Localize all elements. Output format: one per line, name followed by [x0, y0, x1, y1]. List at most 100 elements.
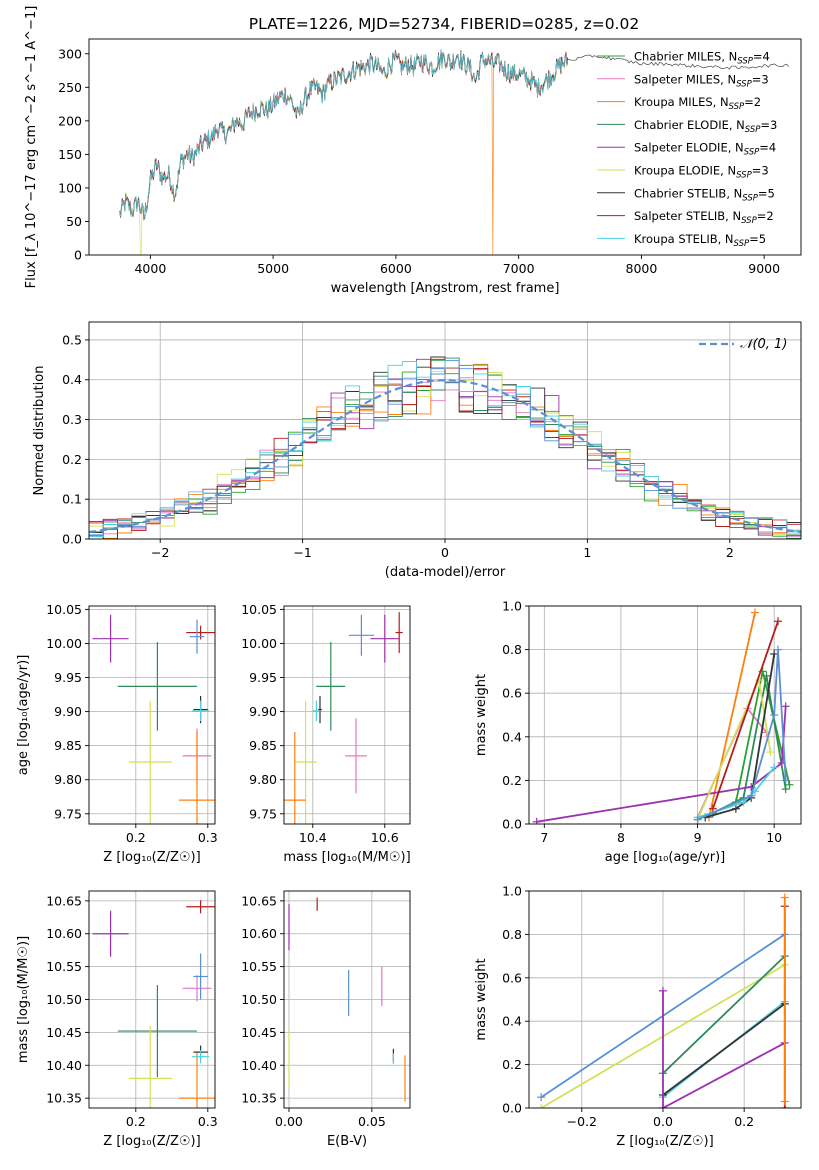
- x-tick-label: 0: [441, 545, 449, 560]
- legend-label: Chabrier STELIB, NSSP=5: [634, 186, 775, 203]
- y-tick-label: 10.50: [46, 992, 82, 1007]
- series-marker: [708, 804, 717, 813]
- legend-label: Salpeter STELIB, NSSP=2: [634, 209, 774, 226]
- series-marker: [658, 986, 667, 995]
- y-tick-label: 10.00: [241, 636, 277, 651]
- y-tick-label: 250: [58, 80, 82, 95]
- point-salpeter-elodie: [92, 614, 129, 663]
- legend-label: Salpeter ELODIE, NSSP=4: [634, 141, 776, 158]
- y-axis-label: mass [log₁₀(M/M☉)]: [16, 936, 31, 1063]
- x-tick-label: −0.2: [567, 1114, 597, 1129]
- point-normal: [348, 614, 374, 656]
- legend-label: Kroupa STELIB, NSSP=5: [634, 232, 766, 249]
- series-marker: [774, 645, 783, 654]
- point-salpeter-stelib: [186, 625, 215, 640]
- point-chabrier-elodie: [117, 642, 197, 731]
- y-tick-label: 0.2: [502, 773, 522, 788]
- chart-mass_vs_Z: 0.2 0.3 10.35 10.40 10.45 10.50 10.55 10.60 10.6…: [16, 890, 218, 1149]
- x-axis-label: wavelength [Angstrom, rest frame]: [331, 281, 560, 296]
- series-marker: [781, 785, 790, 794]
- point-kroupa-stelib: [191, 700, 210, 722]
- plot-area: [537, 893, 789, 1108]
- x-tick-label: 0.00: [275, 1114, 303, 1129]
- point-salpeter-elodie: [370, 614, 400, 663]
- x-tick-label: 0.2: [126, 1114, 146, 1129]
- point-salpeter-miles: [182, 975, 212, 1002]
- y-axis-label: Flux [f_λ 10^−17 erg cm^−2 s^−1 A^−1]: [24, 6, 39, 289]
- x-tick-label: 0.0: [653, 1114, 673, 1129]
- x-tick-label: −2: [151, 545, 169, 560]
- y-tick-label: 9.85: [249, 738, 277, 753]
- y-tick-label: 9.85: [54, 738, 82, 753]
- x-axis-label: Z [log₁₀(Z/Z☉)]: [616, 1134, 713, 1149]
- x-tick-label: 1: [583, 545, 591, 560]
- y-tick-label: 0.4: [502, 729, 522, 744]
- y-tick-label: 0.6: [502, 970, 522, 985]
- x-tick-label: 0.05: [358, 1114, 386, 1129]
- y-tick-label: 300: [58, 46, 82, 61]
- axes-frame: [528, 605, 802, 825]
- y-tick-label: 0.1: [62, 492, 82, 507]
- x-tick-label: 0.3: [198, 1114, 218, 1129]
- y-tick-label: 1.0: [502, 599, 522, 614]
- y-tick-label: 200: [58, 113, 82, 128]
- x-axis-label: E(B-V): [327, 1134, 367, 1149]
- y-tick-label: 0.6: [502, 686, 522, 701]
- chart-age_vs_Z: 0.2 0.3 9.75 9.80 9.85 9.90 9.95 10.00 10.05 Z [l…: [16, 602, 218, 865]
- series-marker: [780, 893, 789, 902]
- point-chabrier-elodie: [117, 985, 197, 1078]
- spectrum-legend: Chabrier MILES, NSSP=4 Salpeter MILES, NS…: [597, 50, 777, 249]
- y-tick-label: 150: [58, 147, 82, 162]
- y-tick-label: 10.65: [46, 893, 82, 908]
- x-tick-label: 9000: [748, 261, 780, 276]
- y-tick-label: 0: [74, 248, 82, 263]
- chart-massweight_vs_Z: −0.2 0.0 0.2 0.0 0.2 0.4 0.6 0.8 1.0 Z [log₁₀(Z/Z…: [474, 884, 802, 1149]
- x-tick-label: 10: [766, 830, 782, 845]
- y-tick-label: 10.35: [241, 1091, 277, 1106]
- series-marker: [532, 817, 541, 824]
- y-tick-label: 0.8: [502, 642, 522, 657]
- x-tick-label: 10.6: [371, 830, 399, 845]
- y-tick-label: 9.75: [249, 806, 277, 821]
- legend-label: Salpeter MILES, NSSP=3: [634, 72, 769, 89]
- y-tick-label: 10.35: [46, 1091, 82, 1106]
- x-tick-label: 9: [694, 830, 702, 845]
- figure-title: PLATE=1226, MJD=52734, FIBERID=0285, z=0…: [249, 15, 639, 33]
- series-marker: [537, 1104, 546, 1108]
- point-kroupa-miles: [179, 732, 215, 824]
- y-tick-label: 0.4: [502, 1014, 522, 1029]
- y-axis-label: age [log₁₀(age/yr)]: [16, 655, 31, 776]
- y-tick-label: 10.00: [46, 636, 82, 651]
- point-normal: [189, 619, 205, 654]
- x-tick-label: 7: [540, 830, 548, 845]
- plot-area: [284, 612, 403, 824]
- residual-legend: 𝒩(0, 1): [699, 337, 787, 352]
- point-chabrier-stelib: [318, 695, 322, 724]
- y-tick-label: 10.55: [241, 959, 277, 974]
- y-tick-label: 0.8: [502, 927, 522, 942]
- x-tick-label: 0.3: [198, 830, 218, 845]
- plot-area: [89, 356, 801, 539]
- y-tick-label: 9.75: [54, 806, 82, 821]
- y-tick-label: 0.2: [62, 452, 82, 467]
- y-tick-label: 10.65: [241, 893, 277, 908]
- y-tick-label: 9.80: [249, 772, 277, 787]
- chart-spectrum: 4000 5000 6000 7000 8000 9000 0 50 100 150 200 250 3…: [24, 6, 802, 296]
- legend-label: 𝒩(0, 1): [740, 337, 787, 352]
- point-kroupa-elodie: [294, 700, 317, 824]
- series-marker: [658, 1104, 667, 1108]
- y-tick-label: 0.0: [502, 1101, 522, 1116]
- y-tick-label: 10.60: [46, 926, 82, 941]
- point-kroupa-stelib: [312, 700, 320, 722]
- histogram-kroupa-stelib: [89, 360, 801, 537]
- x-tick-label: 2: [726, 545, 734, 560]
- series-line-chabrier-stelib: [662, 1003, 786, 1096]
- series-marker: [770, 763, 779, 772]
- point-chabrier-elodie: [316, 642, 346, 731]
- series-line-salpeter-elodie: [536, 706, 787, 823]
- y-tick-label: 9.95: [249, 670, 277, 685]
- y-tick-label: 0.0: [62, 532, 82, 547]
- x-tick-label: 6000: [380, 261, 412, 276]
- point-salpeter-stelib: [395, 612, 403, 654]
